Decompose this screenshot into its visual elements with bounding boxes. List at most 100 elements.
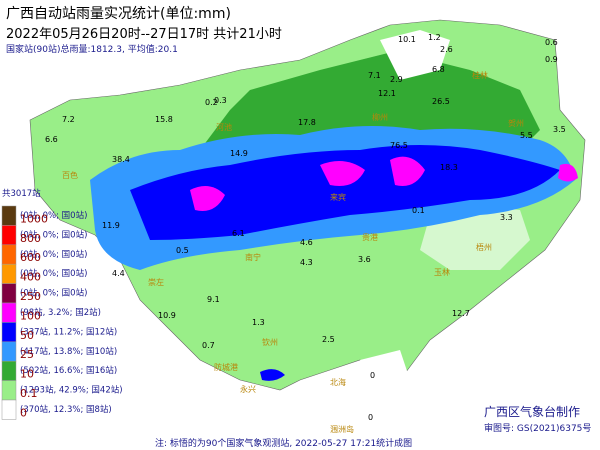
legend-class: (0站, 0%; 国0站): [20, 268, 87, 279]
city-label: 防城港: [214, 362, 238, 372]
legend-threshold: 100: [20, 309, 41, 322]
rain-band: [90, 126, 578, 381]
footer-note: 注: 标悟的为90个国家气象观测站, 2022-05-27 17:21统计成图: [155, 437, 412, 449]
city-label: 北海: [330, 377, 346, 387]
legend-swatch: [1, 244, 17, 265]
station-value: 76.5: [390, 141, 408, 150]
agency: 广西区气象台制作: [484, 404, 580, 419]
period: 2022年05月26日20时--27日17时 共计21小时: [6, 27, 282, 42]
title: 广西自动站雨量实况统计(单位:mm): [6, 6, 231, 22]
station-value: 6.8: [432, 65, 445, 74]
city-label: 崇左: [148, 277, 164, 287]
station-value: 0.1: [412, 206, 425, 215]
legend: (0站, 0%; 国0站) (0站, 0%; 国0站) (0站, 0%; 国0站) (…: [1, 205, 123, 420]
station-value: 10.9: [158, 311, 176, 320]
station-value: 2.6: [440, 45, 453, 54]
station-value: 0: [368, 413, 373, 422]
legend-class: (502站, 16.6%; 国16站): [20, 365, 117, 376]
legend-threshold: 400: [20, 271, 41, 284]
legend-threshold: 600: [20, 251, 41, 264]
station-value: 2.9: [390, 75, 403, 84]
legend-swatch: [1, 341, 17, 362]
legend-threshold: 10: [20, 368, 34, 381]
station-value: 0.9: [545, 55, 558, 64]
legend-threshold: 50: [20, 329, 34, 342]
stats: 国家站(90站)总雨量:1812.3, 平均值:20.1: [6, 43, 178, 55]
legend-swatch: [1, 225, 17, 246]
legend-swatch: [1, 302, 17, 323]
legend-threshold: 0: [20, 406, 27, 419]
station-value: 3.3: [500, 213, 513, 222]
legend-swatch: [1, 380, 17, 401]
station-value: 7.1: [368, 71, 381, 80]
legend-swatch: [1, 322, 17, 343]
station-value: 12.1: [378, 89, 396, 98]
legend-threshold: 1000: [20, 212, 48, 225]
legend-swatch: [1, 283, 17, 304]
legend-class: (98站, 3.2%; 国2站): [20, 307, 101, 318]
station-value: 4.3: [300, 258, 313, 267]
city-label: 南宁: [245, 252, 261, 262]
station-value: 12.7: [452, 309, 470, 318]
city-label: 涠洲岛: [330, 424, 354, 434]
station-value: 6.6: [45, 135, 58, 144]
legend-class: (0站, 0%; 国0站): [20, 229, 87, 240]
city-label: 永兴: [240, 384, 256, 394]
legend-swatch: [1, 263, 17, 284]
legend-class: (0站, 0%; 国0站): [20, 288, 87, 299]
city-label: 来宾: [330, 192, 346, 202]
station-value: 17.8: [298, 118, 316, 127]
station-value: 0.6: [545, 38, 558, 47]
station-value: 1.3: [252, 318, 265, 327]
legend-class: (417站, 13.8%; 国10站): [20, 346, 117, 357]
legend-class: (0站, 0%; 国0站): [20, 249, 87, 260]
station-value: 0.3: [214, 96, 227, 105]
city-label: 柳州: [372, 112, 388, 122]
city-label: 梧州: [476, 242, 492, 252]
legend-total: 共3017站: [2, 188, 41, 199]
station-value: 38.4: [112, 155, 130, 164]
city-label: 桂林: [472, 70, 488, 80]
station-value: 7.2: [62, 115, 75, 124]
legend-class: (0站, 0%; 国0站): [20, 210, 87, 221]
city-label: 河池: [216, 122, 232, 132]
legend-class: (337站, 11.2%; 国12站): [20, 326, 117, 337]
station-value: 4.4: [112, 269, 125, 278]
city-label: 贺州: [508, 118, 524, 128]
station-value: 10.1: [398, 35, 416, 44]
legend-class: (1293站, 42.9%; 国42站): [20, 385, 123, 396]
station-value: 6.1: [232, 229, 245, 238]
approval: 审图号: GS(2021)6375号: [484, 422, 591, 434]
station-value: 26.5: [432, 97, 450, 106]
station-value: 11.9: [102, 221, 120, 230]
station-value: 18.3: [440, 163, 458, 172]
station-value: 0.2: [205, 98, 218, 107]
station-value: 0: [370, 371, 375, 380]
station-value: 0.5: [176, 246, 189, 255]
legend-threshold: 250: [20, 290, 41, 303]
station-value: 3.6: [358, 255, 371, 264]
station-value: 4.6: [300, 238, 313, 247]
city-label: 百色: [62, 170, 78, 180]
station-value: 3.5: [553, 125, 566, 134]
legend-swatch: [1, 399, 17, 420]
legend-class: (370站, 12.3%; 国8站): [20, 404, 112, 415]
city-label: 玉林: [434, 267, 450, 277]
city-label: 钦州: [262, 337, 278, 347]
station-values: 10.1 1.2 0.6 0.9 0.2 2.6 6.8 7.1 2.9 26.5 7.2 15.8 6…: [45, 33, 566, 422]
station-value: 2.5: [322, 335, 335, 344]
legend-threshold: 800: [20, 232, 41, 245]
legend-swatch: [1, 360, 17, 381]
station-value: 0.7: [202, 341, 215, 350]
legend-threshold: 0.1: [20, 387, 38, 400]
station-value: 14.9: [230, 149, 248, 158]
station-value: 1.2: [428, 33, 441, 42]
station-value: 15.8: [155, 115, 173, 124]
legend-swatch: [1, 205, 17, 226]
legend-threshold: 25: [20, 348, 34, 361]
station-value: 5.5: [520, 131, 533, 140]
city-label: 贵港: [362, 232, 378, 242]
